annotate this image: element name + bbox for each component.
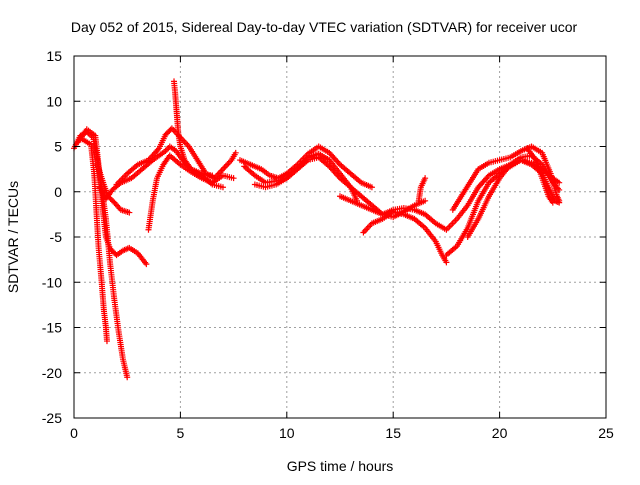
y-tick-label: 15 bbox=[46, 48, 62, 64]
data-point-marker bbox=[556, 179, 563, 186]
y-tick-label: -20 bbox=[42, 365, 62, 381]
data-point-marker bbox=[230, 175, 237, 182]
x-tick-label: 0 bbox=[70, 425, 78, 441]
series-track-e bbox=[96, 143, 216, 202]
data-point-marker bbox=[368, 184, 375, 191]
y-tick-label: -10 bbox=[42, 274, 62, 290]
data-point-marker bbox=[556, 197, 563, 204]
series-track-c bbox=[79, 136, 110, 345]
series-track-h bbox=[171, 78, 226, 191]
data-point-marker bbox=[549, 199, 556, 206]
y-tick-label: 0 bbox=[54, 184, 62, 200]
data-point-marker bbox=[124, 374, 131, 381]
data-point-marker bbox=[422, 175, 429, 182]
series-track-q bbox=[449, 143, 563, 213]
x-tick-label: 10 bbox=[279, 425, 295, 441]
series-track-n bbox=[415, 175, 429, 204]
data-point-marker bbox=[422, 197, 429, 204]
y-tick-label: -25 bbox=[42, 410, 62, 426]
data-points bbox=[71, 78, 563, 381]
y-tick-label: -5 bbox=[50, 229, 63, 245]
data-point-marker bbox=[232, 149, 239, 156]
x-tick-label: 15 bbox=[385, 425, 401, 441]
y-tick-label: 5 bbox=[54, 139, 62, 155]
data-point-marker bbox=[443, 259, 450, 266]
data-point-marker bbox=[143, 261, 150, 268]
x-tick-label: 20 bbox=[492, 425, 508, 441]
y-axis-label: SDTVAR / TECUs bbox=[5, 181, 21, 293]
y-tick-label: 10 bbox=[46, 93, 62, 109]
chart-title: Day 052 of 2015, Sidereal Day-to-day VTE… bbox=[71, 19, 578, 35]
x-tick-label: 25 bbox=[598, 425, 614, 441]
series-track-r bbox=[524, 145, 556, 206]
data-point-marker bbox=[126, 209, 133, 216]
series-track-d bbox=[94, 161, 133, 216]
series-track-k bbox=[251, 154, 361, 204]
data-point-marker bbox=[103, 338, 110, 345]
axis-ticks: 0 5 10 15 20 25 -25 -20 -15 -10 -5 0 5 10 15 bbox=[42, 48, 614, 441]
x-axis-label: GPS time / hours bbox=[287, 458, 394, 474]
series-track-m bbox=[360, 208, 450, 266]
series-track-f bbox=[113, 125, 239, 188]
x-tick-label: 5 bbox=[177, 425, 185, 441]
data-point-marker bbox=[219, 184, 226, 191]
grid-lines bbox=[74, 56, 606, 418]
y-tick-label: -15 bbox=[42, 320, 62, 336]
